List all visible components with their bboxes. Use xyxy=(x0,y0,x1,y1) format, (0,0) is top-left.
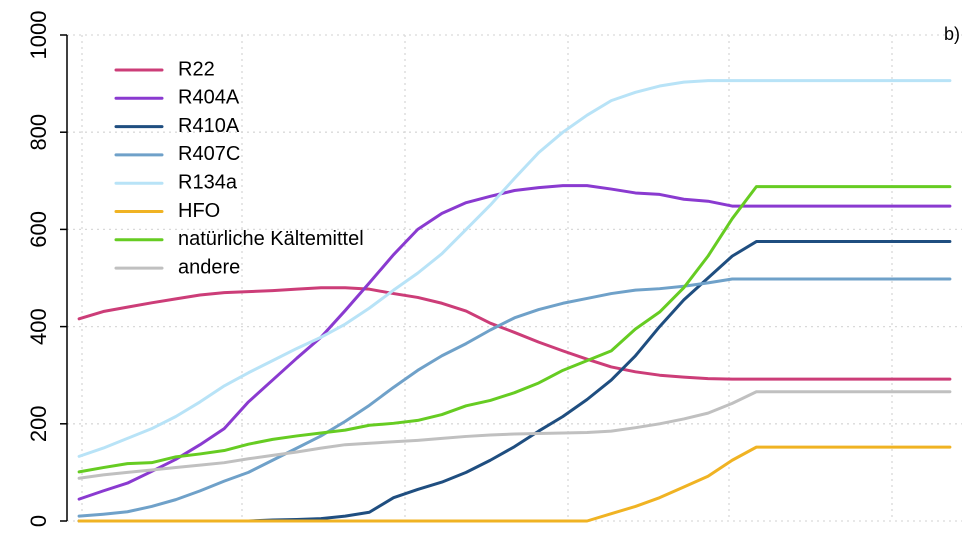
y-axis-tick-label: 0 xyxy=(26,515,51,527)
grid-layer xyxy=(67,34,962,522)
legend-label-andere: andere xyxy=(178,256,240,278)
y-axis-tick-label: 800 xyxy=(26,114,51,151)
legend-label-r410a: R410A xyxy=(178,115,240,137)
y-axis-tick-label: 600 xyxy=(26,211,51,248)
legend-label-nat-rliche-k-ltemittel: natürliche Kältemittel xyxy=(178,228,364,250)
series-line-andere xyxy=(77,390,952,480)
y-axis-tick-label: 400 xyxy=(26,308,51,345)
legend-label-r22: R22 xyxy=(178,58,215,80)
series-layer xyxy=(77,79,952,523)
legend-layer: R22 R404A R410A R407C R134a HFO natürliche Käl… xyxy=(114,58,364,278)
legend-label-r134a: R134a xyxy=(178,171,238,193)
series-line-hfo xyxy=(77,445,952,523)
series-line-r407c xyxy=(77,277,952,518)
series-line-r22 xyxy=(77,286,952,381)
y-axis-tick-label: 200 xyxy=(26,405,51,442)
series-line-nat-rliche-k-ltemittel xyxy=(77,185,952,474)
panel-label: b) xyxy=(944,24,960,44)
legend-label-r404a: R404A xyxy=(178,87,240,109)
y-axis-tick-label: 1000 xyxy=(26,11,51,60)
legend-label-r407c: R407C xyxy=(178,143,240,165)
series-line-r404a xyxy=(77,184,952,501)
legend-label-hfo: HFO xyxy=(178,200,220,222)
axis-layer: 0 200 400 600 800 1000 xyxy=(26,11,68,527)
series-line-r410a xyxy=(77,240,952,523)
series-line-r134a xyxy=(77,79,952,458)
